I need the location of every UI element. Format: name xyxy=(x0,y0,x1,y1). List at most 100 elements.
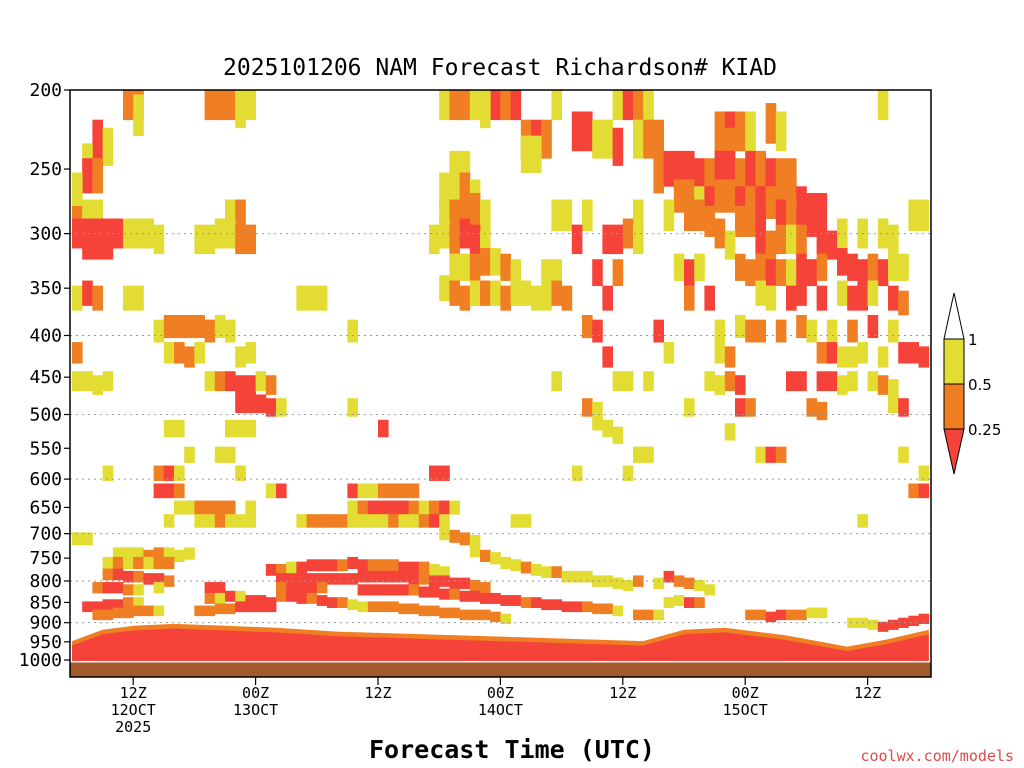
ri-cell xyxy=(82,280,93,306)
ri-cell xyxy=(316,582,328,594)
ri-cell xyxy=(837,375,848,395)
ri-cell xyxy=(153,573,165,585)
ri-cell xyxy=(847,346,858,368)
ri-cell xyxy=(459,253,471,281)
ri-cell xyxy=(673,253,685,281)
ri-cell xyxy=(378,419,389,438)
ri-cell xyxy=(592,401,603,421)
ri-cell xyxy=(153,582,165,594)
y-tick-label: 950 xyxy=(29,632,62,653)
ri-cell xyxy=(806,398,817,417)
ri-cell xyxy=(357,559,369,572)
ri-cell xyxy=(408,603,420,615)
ri-cell xyxy=(816,285,828,311)
ri-cell xyxy=(867,619,879,630)
ri-cell xyxy=(765,158,777,194)
ri-cell xyxy=(826,319,838,343)
ri-cell xyxy=(306,559,318,572)
ri-cell xyxy=(337,514,348,528)
ri-cell xyxy=(745,319,756,343)
ri-cell xyxy=(316,595,328,606)
ri-cell xyxy=(888,224,899,255)
ri-cell xyxy=(480,90,491,129)
ri-cell xyxy=(82,371,93,392)
ri-cell xyxy=(439,275,450,302)
ri-cell xyxy=(337,559,348,572)
ri-cell xyxy=(112,599,124,611)
ri-cell xyxy=(765,259,777,287)
ri-cell xyxy=(204,514,216,528)
ri-cell xyxy=(123,556,134,569)
ri-cell xyxy=(367,483,379,499)
ri-cell xyxy=(163,514,175,528)
ri-cell xyxy=(908,342,919,364)
ri-cell xyxy=(602,224,613,255)
ri-cell xyxy=(480,609,491,621)
ri-cell xyxy=(214,90,226,121)
ri-cell xyxy=(439,588,450,600)
ri-cell xyxy=(418,514,430,528)
ri-cell xyxy=(592,412,603,431)
y-tick-label: 400 xyxy=(29,325,62,346)
colorbar-label: 0.5 xyxy=(968,376,992,394)
x-tick-label: 15OCT xyxy=(723,701,768,719)
ri-cell xyxy=(735,205,746,237)
ri-cell xyxy=(347,514,358,528)
ri-cell xyxy=(684,259,695,287)
ri-cell xyxy=(898,253,909,281)
ri-cell xyxy=(510,259,522,287)
ri-cell xyxy=(102,556,114,569)
ri-cell xyxy=(775,111,787,152)
ri-cell xyxy=(306,514,318,528)
ri-cell xyxy=(724,150,736,187)
ri-cell xyxy=(520,135,532,173)
ri-cell xyxy=(724,179,736,213)
ri-cell xyxy=(418,561,430,574)
ri-cell xyxy=(133,570,144,583)
credit-text[interactable]: coolwx.com/models xyxy=(860,747,1014,765)
ri-cell xyxy=(847,319,858,343)
ri-cell xyxy=(214,500,226,515)
ri-cell xyxy=(643,609,654,621)
ri-cell xyxy=(837,248,848,276)
ri-cell xyxy=(755,150,766,187)
ri-cell xyxy=(163,547,175,560)
ri-cell xyxy=(194,314,205,339)
ri-cell xyxy=(286,561,297,574)
ri-cell xyxy=(367,514,379,528)
ri-cell xyxy=(602,285,613,311)
ri-cell xyxy=(408,483,420,499)
ri-cell xyxy=(469,90,481,121)
colorbar-bottom-arrow xyxy=(943,428,965,475)
ri-cell xyxy=(735,111,746,152)
ri-cell xyxy=(592,603,603,615)
ri-cell xyxy=(347,599,358,611)
ri-cell xyxy=(633,119,644,159)
ri-cell xyxy=(469,192,481,226)
ri-cell xyxy=(72,172,83,207)
ri-cell xyxy=(296,561,307,574)
ri-cell xyxy=(602,419,613,438)
ri-cell xyxy=(796,224,807,255)
ri-cell xyxy=(398,483,409,499)
ri-cell xyxy=(765,230,777,260)
ri-cell xyxy=(541,599,552,611)
ri-cell xyxy=(714,179,726,213)
ri-cell xyxy=(102,127,114,166)
ri-cell xyxy=(633,90,644,121)
ri-cell xyxy=(367,559,379,572)
ri-cell xyxy=(225,199,236,232)
ri-cell xyxy=(704,186,715,219)
ri-cell xyxy=(745,609,756,621)
ri-cell xyxy=(367,584,379,596)
ri-cell xyxy=(775,446,787,463)
ri-cell xyxy=(694,597,705,609)
ri-cell xyxy=(449,588,460,600)
ri-cell xyxy=(235,199,246,232)
ri-cell xyxy=(541,259,552,287)
ri-cell xyxy=(816,224,828,255)
ri-cell xyxy=(163,342,175,364)
ri-cell xyxy=(286,573,297,585)
ri-cell xyxy=(877,621,889,632)
ri-cell xyxy=(245,90,256,121)
